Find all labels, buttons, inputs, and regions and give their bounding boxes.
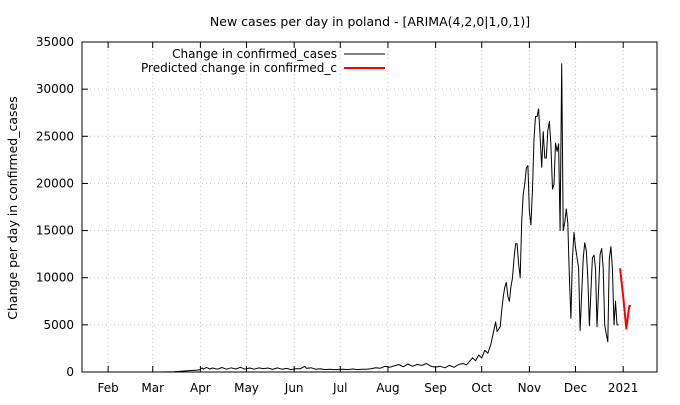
x-tick-label: Oct [471,381,492,395]
y-tick-label: 10000 [36,271,74,285]
series-line-predicted [619,268,631,330]
x-tick-label: Dec [564,381,587,395]
x-tick-label: Aug [376,381,399,395]
series-layer [157,63,631,373]
y-tick-label: 30000 [36,82,74,96]
y-tick-label: 5000 [43,318,74,332]
x-tick-label: Sep [424,381,447,395]
x-tick-label: May [234,381,259,395]
axis-ticks: 0 5000 10000 15000 20000 25000 30000 35000 Feb Ma… [36,35,657,395]
y-axis-label: Change per day in confirmed_cases [5,96,20,319]
y-tick-label: 20000 [36,176,74,190]
y-tick-label: 0 [66,365,74,379]
legend-label: Change in confirmed_cases [172,47,337,61]
y-tick-label: 35000 [36,35,74,49]
x-tick-label: Jun [284,381,304,395]
chart-title: New cases per day in poland - [ARIMA(4,2… [210,14,530,29]
x-tick-label: 2021 [608,381,639,395]
plot-frame [81,41,658,373]
series-line-actual [157,63,619,373]
x-tick-label: Jul [332,381,347,395]
x-tick-label: Nov [518,381,541,395]
x-tick-label: Mar [141,381,164,395]
x-tick-label: Apr [190,381,211,395]
grid-lines [82,42,657,372]
y-tick-label: 15000 [36,224,74,238]
x-tick-label: Feb [98,381,119,395]
y-tick-label: 25000 [36,129,74,143]
legend-label: Predicted change in confirmed_c [141,61,337,75]
